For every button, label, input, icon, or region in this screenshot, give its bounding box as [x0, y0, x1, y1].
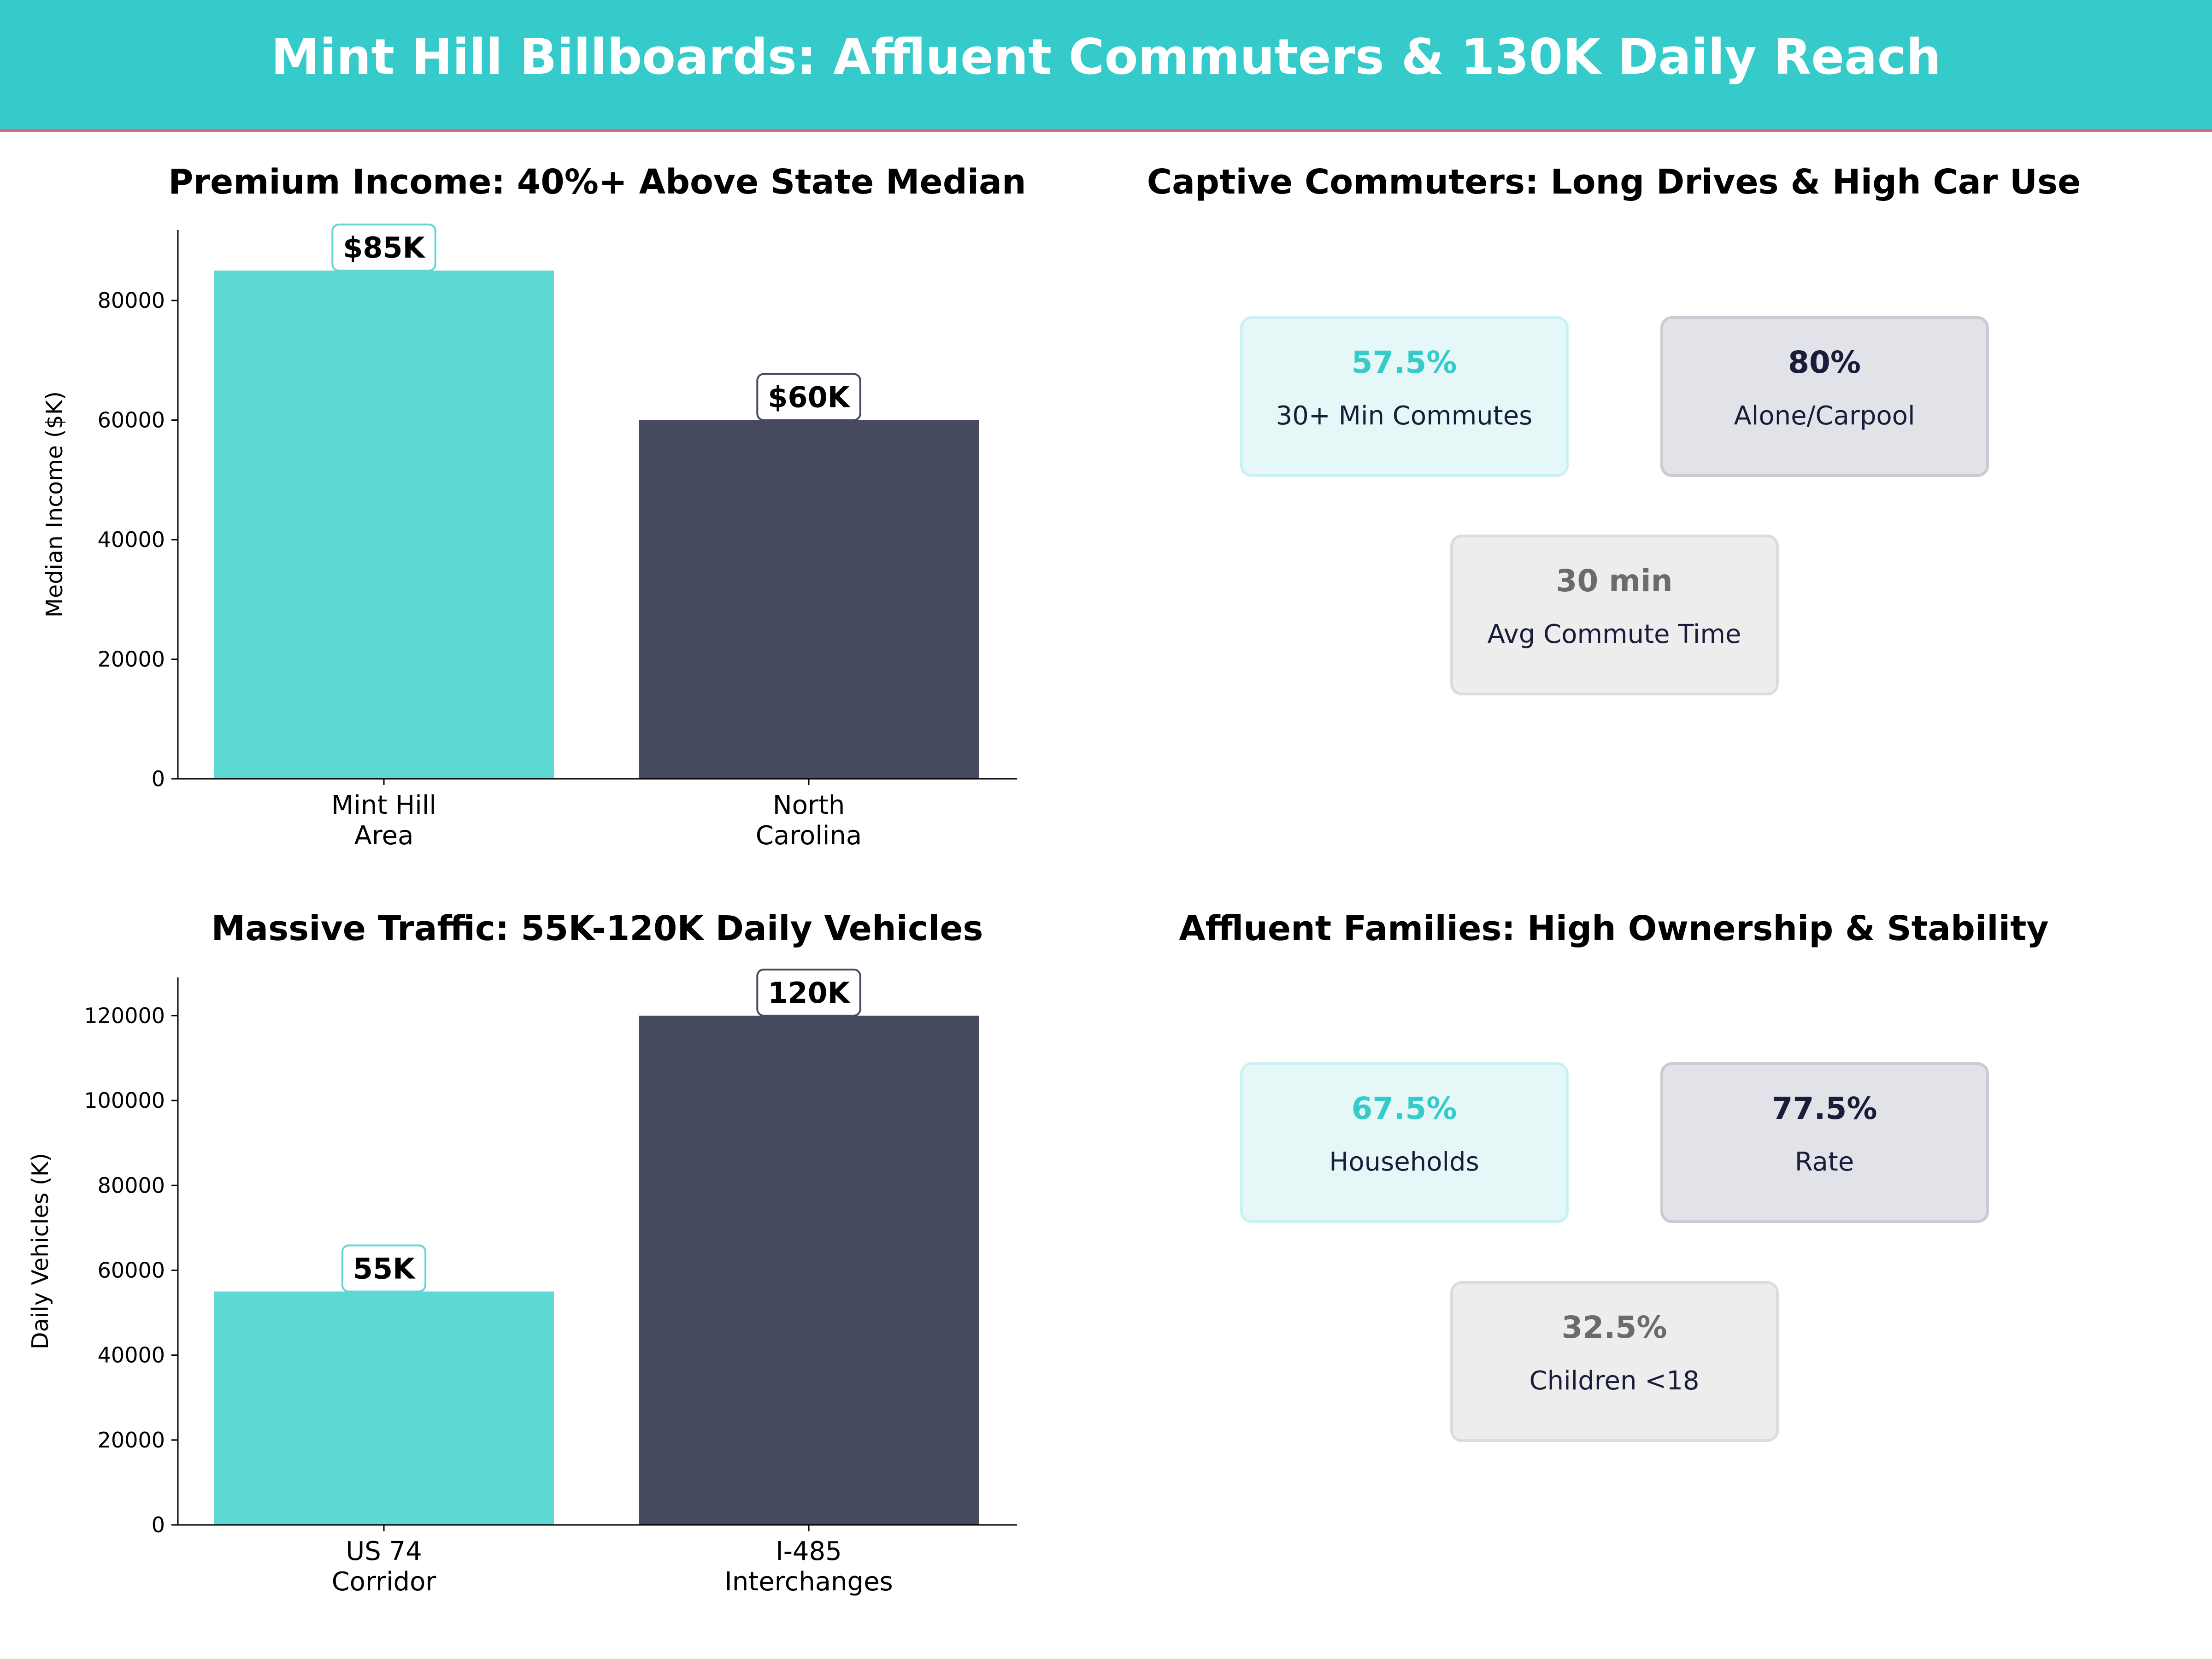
kpi-value: 67.5%	[1352, 1091, 1457, 1126]
y-axis-label: Daily Vehicles (K)	[27, 1153, 53, 1349]
data-label: $60K	[768, 381, 850, 414]
kpi-card: 80% Alone/Carpool	[1660, 316, 1989, 477]
chart-title: Premium Income: 40%+ Above State Median	[168, 162, 1026, 202]
kpi-card-bg	[1240, 1062, 1569, 1223]
x-tick-label: Mint Hill Area	[331, 790, 436, 851]
y-tick-label: 120000	[84, 1003, 165, 1028]
data-label: $85K	[343, 231, 425, 265]
kpi-label: Children <18	[1530, 1366, 1700, 1396]
y-tick-label: 80000	[98, 288, 165, 313]
traffic-chart: Massive Traffic: 55K-120K Daily Vehicles…	[27, 909, 1017, 1597]
kpi-value: 80%	[1788, 345, 1861, 380]
bar	[214, 271, 554, 779]
kpi-label: Rate	[1795, 1147, 1854, 1177]
kpi-card: 57.5% 30+ Min Commutes	[1240, 316, 1569, 477]
kpi-card-bg	[1450, 1281, 1779, 1442]
kpi-card-bg	[1660, 316, 1989, 477]
x-tick-label-line: Interchanges	[724, 1567, 893, 1597]
panel-title: Affluent Families: High Ownership & Stab…	[1179, 909, 2048, 948]
kpi-label: Alone/Carpool	[1734, 401, 1915, 431]
x-tick-label: North Carolina	[756, 790, 862, 851]
data-label: 55K	[353, 1252, 416, 1285]
kpi-value: 57.5%	[1352, 345, 1457, 380]
kpi-card-bg	[1660, 1062, 1989, 1223]
data-label-box	[341, 1244, 427, 1293]
data-label-box	[331, 224, 436, 272]
x-tick-label-line: I-485	[776, 1536, 842, 1566]
y-tick-label: 80000	[98, 1173, 165, 1198]
y-tick-label: 20000	[98, 1428, 165, 1453]
kpi-card: 32.5% Children <18	[1450, 1281, 1779, 1442]
header-bar	[0, 0, 2212, 130]
bar	[639, 420, 979, 779]
kpi-value: 30 min	[1556, 563, 1672, 599]
families-panel: Affluent Families: High Ownership & Stab…	[1179, 909, 2049, 1442]
x-tick-label-line: Area	[354, 821, 414, 851]
chart-title: Massive Traffic: 55K-120K Daily Vehicles	[212, 909, 983, 948]
commuters-panel: Captive Commuters: Long Drives & High Ca…	[1147, 162, 2081, 695]
y-tick-label: 60000	[98, 1258, 165, 1282]
kpi-card-bg	[1240, 316, 1569, 477]
kpi-value: 32.5%	[1562, 1310, 1667, 1345]
kpi-card: 67.5% Households	[1240, 1062, 1569, 1223]
bar	[639, 1015, 979, 1525]
y-tick-label: 60000	[98, 408, 165, 433]
income-chart: Premium Income: 40%+ Above State Median …	[41, 162, 1026, 851]
data-label: 120K	[768, 976, 850, 1010]
panel-title: Captive Commuters: Long Drives & High Ca…	[1147, 162, 2081, 202]
y-tick-label: 20000	[98, 647, 165, 672]
y-tick-label: 0	[152, 766, 165, 791]
kpi-label: Households	[1329, 1147, 1479, 1177]
bar	[214, 1291, 554, 1525]
kpi-label: Avg Commute Time	[1488, 619, 1741, 649]
header-rule	[0, 129, 2212, 132]
x-tick-label-line: US 74	[346, 1536, 422, 1566]
x-tick-label-line: Mint Hill	[331, 790, 436, 820]
x-tick-label-line: Carolina	[756, 821, 862, 851]
data-label-box	[756, 968, 861, 1017]
page-title: Mint Hill Billboards: Affluent Commuters…	[271, 29, 1941, 85]
kpi-value: 77.5%	[1772, 1091, 1877, 1126]
y-tick-label: 40000	[98, 1343, 165, 1368]
y-tick-label: 40000	[98, 527, 165, 552]
data-label-box	[756, 373, 861, 421]
kpi-card-bg	[1450, 535, 1779, 695]
y-tick-label: 100000	[84, 1088, 165, 1113]
kpi-card: 30 min Avg Commute Time	[1450, 535, 1779, 695]
kpi-card: 77.5% Rate	[1660, 1062, 1989, 1223]
y-axis-label: Median Income ($K)	[41, 391, 68, 618]
kpi-label: 30+ Min Commutes	[1276, 401, 1533, 431]
x-tick-label: I-485 Interchanges	[724, 1536, 893, 1597]
x-tick-label-line: North	[773, 790, 845, 820]
y-tick-label: 0	[152, 1512, 165, 1537]
x-tick-label: US 74 Corridor	[332, 1536, 437, 1597]
x-tick-label-line: Corridor	[332, 1567, 437, 1597]
